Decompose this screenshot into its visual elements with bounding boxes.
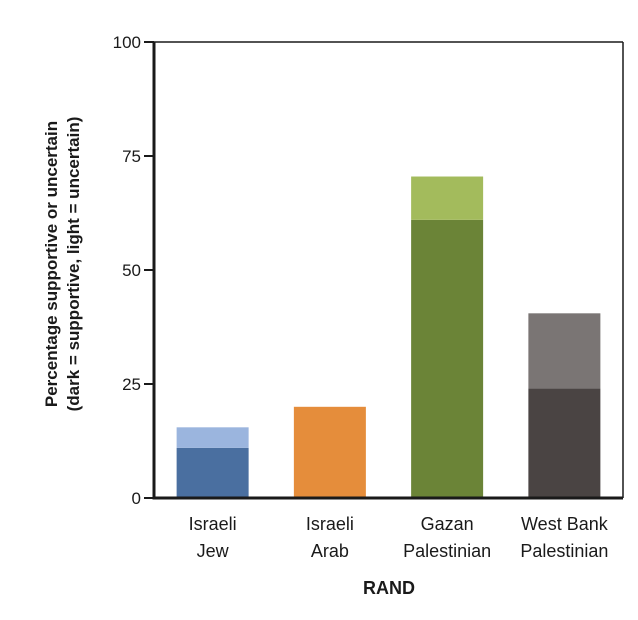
x-tick-label-1-1: Arab <box>311 541 349 561</box>
bar-supportive-1 <box>293 406 366 498</box>
y-axis-label-line-1: Percentage supportive or uncertain <box>42 121 61 407</box>
bar-uncertain-0 <box>176 427 249 448</box>
x-tick-label-2-1: Palestinian <box>403 541 491 561</box>
bar-supportive-0 <box>176 447 249 498</box>
bar-supportive-2 <box>411 219 484 498</box>
x-tick-label-0-1: Jew <box>197 541 230 561</box>
y-axis-label-line-2: (dark = supportive, light = uncertain) <box>64 117 83 412</box>
x-axis-label: RAND <box>363 578 415 598</box>
y-tick-label-50: 50 <box>122 261 141 280</box>
y-tick-label-0: 0 <box>132 489 141 508</box>
x-tick-label-2-0: Gazan <box>421 514 474 534</box>
bar-uncertain-2 <box>411 176 484 220</box>
x-tick-label-3-1: Palestinian <box>520 541 608 561</box>
y-tick-label-100: 100 <box>113 33 141 52</box>
x-tick-label-1-0: Israeli <box>306 514 354 534</box>
y-tick-label-25: 25 <box>122 375 141 394</box>
y-axis-label: Percentage supportive or uncertain (dark… <box>42 117 83 412</box>
x-tick-label-0-0: Israeli <box>189 514 237 534</box>
y-tick-label-75: 75 <box>122 147 141 166</box>
x-tick-label-3-0: West Bank <box>521 514 609 534</box>
bar-uncertain-3 <box>528 313 601 389</box>
plot-area: Israeli Jew Israeli Arab Gazan Palestinian Wes… <box>113 33 624 561</box>
bar-supportive-3 <box>528 388 601 498</box>
